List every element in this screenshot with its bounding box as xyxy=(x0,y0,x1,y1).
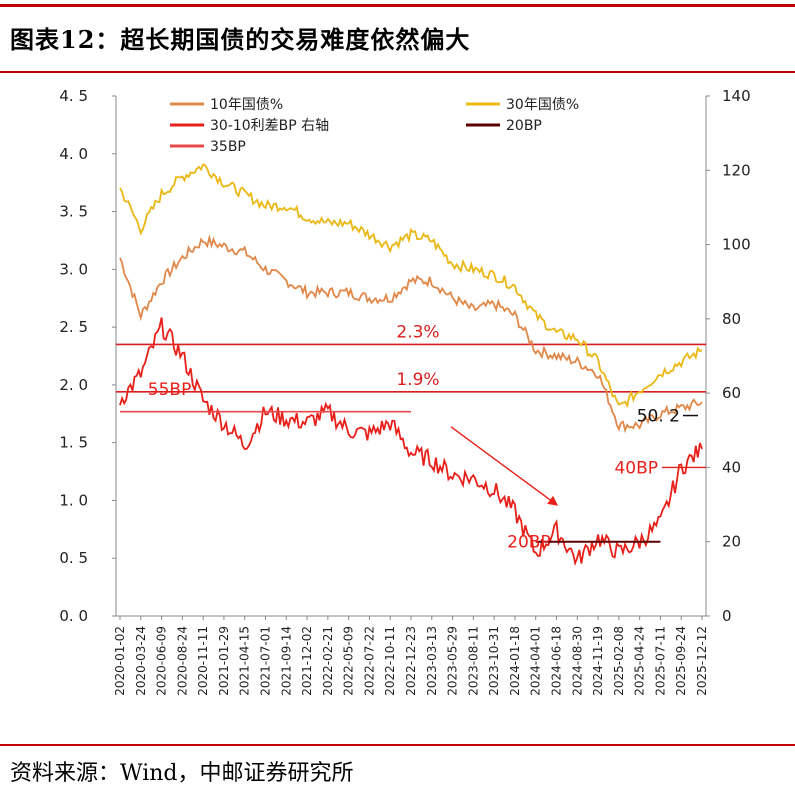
x-tick-label: 2022-12-23 xyxy=(404,626,418,696)
right-tick-label: 100 xyxy=(722,236,751,254)
x-tick-label: 2021-09-14 xyxy=(279,626,293,696)
left-tick-label: 1. 0 xyxy=(59,491,88,509)
x-tick-label: 2022-10-11 xyxy=(383,626,397,696)
left-tick-label: 1. 5 xyxy=(59,434,88,452)
x-tick-label: 2021-12-02 xyxy=(300,626,314,696)
x-tick-label: 2024-08-30 xyxy=(570,626,584,696)
x-tick-label: 2022-05-09 xyxy=(342,626,356,696)
right-tick-label: 0 xyxy=(722,607,732,625)
x-tick-label: 2023-08-11 xyxy=(466,626,480,696)
x-tick-label: 2023-05-29 xyxy=(446,626,460,696)
x-tick-label: 2025-12-12 xyxy=(695,626,709,696)
source-note: 资料来源：Wind，中邮证券研究所 xyxy=(10,761,354,786)
x-tick-label: 2024-01-18 xyxy=(508,626,522,696)
left-tick-label: 0. 5 xyxy=(59,549,88,567)
bottom-rule xyxy=(0,744,795,746)
legend-label: 30-10利差BP 右轴 xyxy=(210,118,329,134)
series-30y-line xyxy=(119,163,703,409)
series-spread-line xyxy=(119,317,703,567)
x-tick-label: 2020-01-02 xyxy=(113,626,127,696)
annotation-label: 55BP xyxy=(148,380,192,400)
left-tick-label: 3. 5 xyxy=(59,203,88,221)
x-tick-label: 2024-04-01 xyxy=(529,626,543,696)
x-tick-label: 2021-07-01 xyxy=(259,626,273,696)
x-tick-label: 2021-04-15 xyxy=(238,626,252,696)
right-tick-label: 140 xyxy=(722,87,751,105)
x-tick-label: 2024-11-19 xyxy=(591,626,605,696)
right-tick-label: 60 xyxy=(722,384,741,402)
x-tick-label: 2022-07-22 xyxy=(362,626,376,696)
left-tick-label: 4. 5 xyxy=(59,87,88,105)
title-rule xyxy=(0,71,795,73)
x-tick-label: 2023-10-31 xyxy=(487,626,501,696)
annotation-label: 20BP xyxy=(507,533,551,553)
left-tick-label: 2. 5 xyxy=(59,318,88,336)
left-tick-label: 0. 0 xyxy=(59,607,88,625)
left-tick-label: 2. 0 xyxy=(59,376,88,394)
x-tick-label: 2025-04-24 xyxy=(633,626,647,696)
legend-label: 35BP xyxy=(210,139,246,155)
page-title: 图表12：超长期国债的交易难度依然偏大 xyxy=(10,25,471,54)
legend-label: 20BP xyxy=(506,118,542,134)
x-tick-label: 2025-02-08 xyxy=(612,626,626,696)
x-tick-label: 2020-08-24 xyxy=(175,626,189,696)
x-tick-label: 2020-11-11 xyxy=(196,626,210,696)
legend-label: 10年国债% xyxy=(210,97,283,113)
chart-area: 0. 0 0. 5 1. 0 1. 5 2. 0 2. 5 3. 0 3. 5 4. 0 4. 5… xyxy=(59,87,751,696)
right-tick-label: 80 xyxy=(722,310,741,328)
x-tick-label: 2022-02-21 xyxy=(321,626,335,696)
right-tick-label: 40 xyxy=(722,458,741,476)
right-tick-label: 120 xyxy=(722,161,751,179)
x-tick-label: 2020-03-24 xyxy=(134,626,148,696)
x-tick-label: 2021-01-29 xyxy=(217,626,231,696)
trend-arrow xyxy=(450,426,559,506)
top-rule xyxy=(0,4,795,7)
reference-line-label: 1.9% xyxy=(396,370,439,390)
series-10y-line xyxy=(119,234,703,434)
x-tick-label: 2025-07-11 xyxy=(653,626,667,696)
x-tick-label: 2025-09-24 xyxy=(674,626,688,696)
legend-label: 30年国债% xyxy=(506,97,579,113)
left-tick-label: 3. 0 xyxy=(59,260,88,278)
annotation-label: 40BP xyxy=(614,458,658,478)
x-tick-label: 2024-06-18 xyxy=(550,626,564,696)
reference-line-label: 2.3% xyxy=(396,322,439,342)
x-tick-label: 2023-03-13 xyxy=(425,626,439,696)
annotation-label: 50. 2 xyxy=(637,407,680,427)
right-tick-label: 20 xyxy=(722,533,741,551)
left-tick-label: 4. 0 xyxy=(59,145,88,163)
x-tick-label: 2020-06-09 xyxy=(155,626,169,696)
